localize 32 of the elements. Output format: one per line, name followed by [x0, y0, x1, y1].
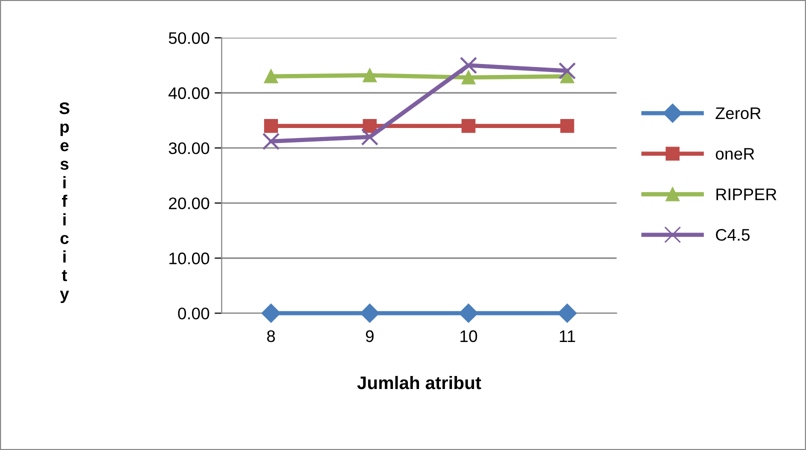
y-tick-label: 20.00: [168, 197, 210, 210]
legend-label: RIPPER: [716, 188, 776, 200]
point: [462, 118, 476, 133]
legend-label: ZeroR: [716, 108, 761, 120]
point: [362, 118, 377, 133]
y-tick-label: 10.00: [169, 252, 210, 264]
point: [264, 118, 278, 133]
text: Spesificity: [59, 102, 70, 304]
y-tick-label: 50.00: [168, 32, 210, 44]
legend-label: C4.5: [716, 228, 750, 241]
point: [362, 68, 377, 82]
point: [460, 56, 478, 74]
point: [458, 304, 478, 323]
point: [558, 304, 577, 323]
x-axis-title: Jumlah atribut: [357, 376, 482, 390]
y-tick-label: 30.00: [168, 142, 210, 154]
x-tick-label: 11: [560, 330, 576, 342]
point: [261, 304, 281, 323]
point: [558, 62, 576, 80]
point: [360, 304, 380, 323]
x-tick-label: 9: [366, 330, 374, 342]
point: [560, 118, 574, 133]
point: [560, 69, 574, 84]
point: [264, 69, 278, 84]
y-tick-label: 0.00: [178, 308, 210, 320]
legend-label: oneR: [716, 148, 754, 160]
point: [262, 132, 280, 150]
point: [361, 128, 378, 146]
x-tick-label: 10: [460, 330, 478, 342]
point: [462, 70, 476, 84]
y-tick-label: 40.00: [168, 87, 210, 100]
x-tick-label: 8: [267, 330, 275, 342]
